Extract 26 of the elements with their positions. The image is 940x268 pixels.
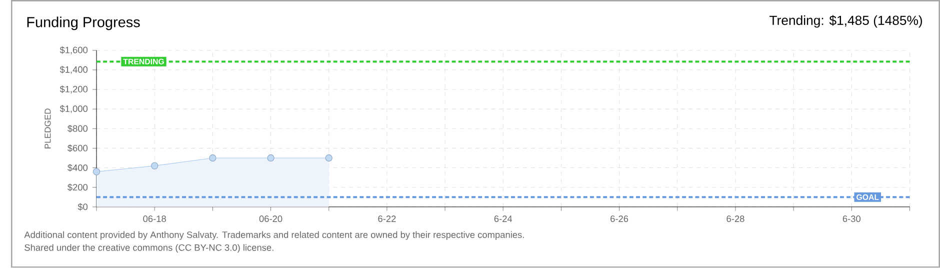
x-tick-label: 6-26	[610, 216, 628, 222]
y-tick-label: $1,400	[60, 66, 88, 74]
y-tick-label: $1,200	[60, 86, 88, 94]
x-tick-label: 6-28	[726, 216, 744, 222]
point	[209, 154, 216, 162]
point	[92, 168, 100, 176]
x-tick-label: 06-18	[143, 216, 166, 222]
y-tick-label: $1,600	[60, 46, 88, 54]
point	[325, 154, 332, 162]
y-tick-label: $1,000	[60, 105, 88, 114]
y-axis-title: PLEDGED	[44, 108, 51, 148]
x-tick-label: 6-24	[494, 216, 512, 222]
text: Additional content provided by Anthony Salvaty. Trademarks and related content are owned by their respective companies.	[24, 231, 524, 240]
y-tick-label: $400	[68, 164, 88, 172]
y-tick-label: $600	[68, 144, 88, 152]
point	[267, 154, 274, 162]
point	[151, 162, 158, 170]
text: Trending: $1,485 (1485%)	[770, 15, 922, 28]
x-tick-label: 6-22	[378, 216, 396, 222]
x-tick-label: 06-20	[259, 216, 282, 222]
chart-title: Funding Progress	[27, 16, 140, 30]
y-tick-label: $0	[78, 203, 88, 211]
y-tick-label: $800	[68, 125, 88, 132]
x-tick-label: 6-30	[842, 216, 860, 222]
y-tick-label: $200	[68, 184, 88, 192]
text: Shared under the creative commons (CC BY-NC 3.0) license.	[24, 244, 274, 253]
